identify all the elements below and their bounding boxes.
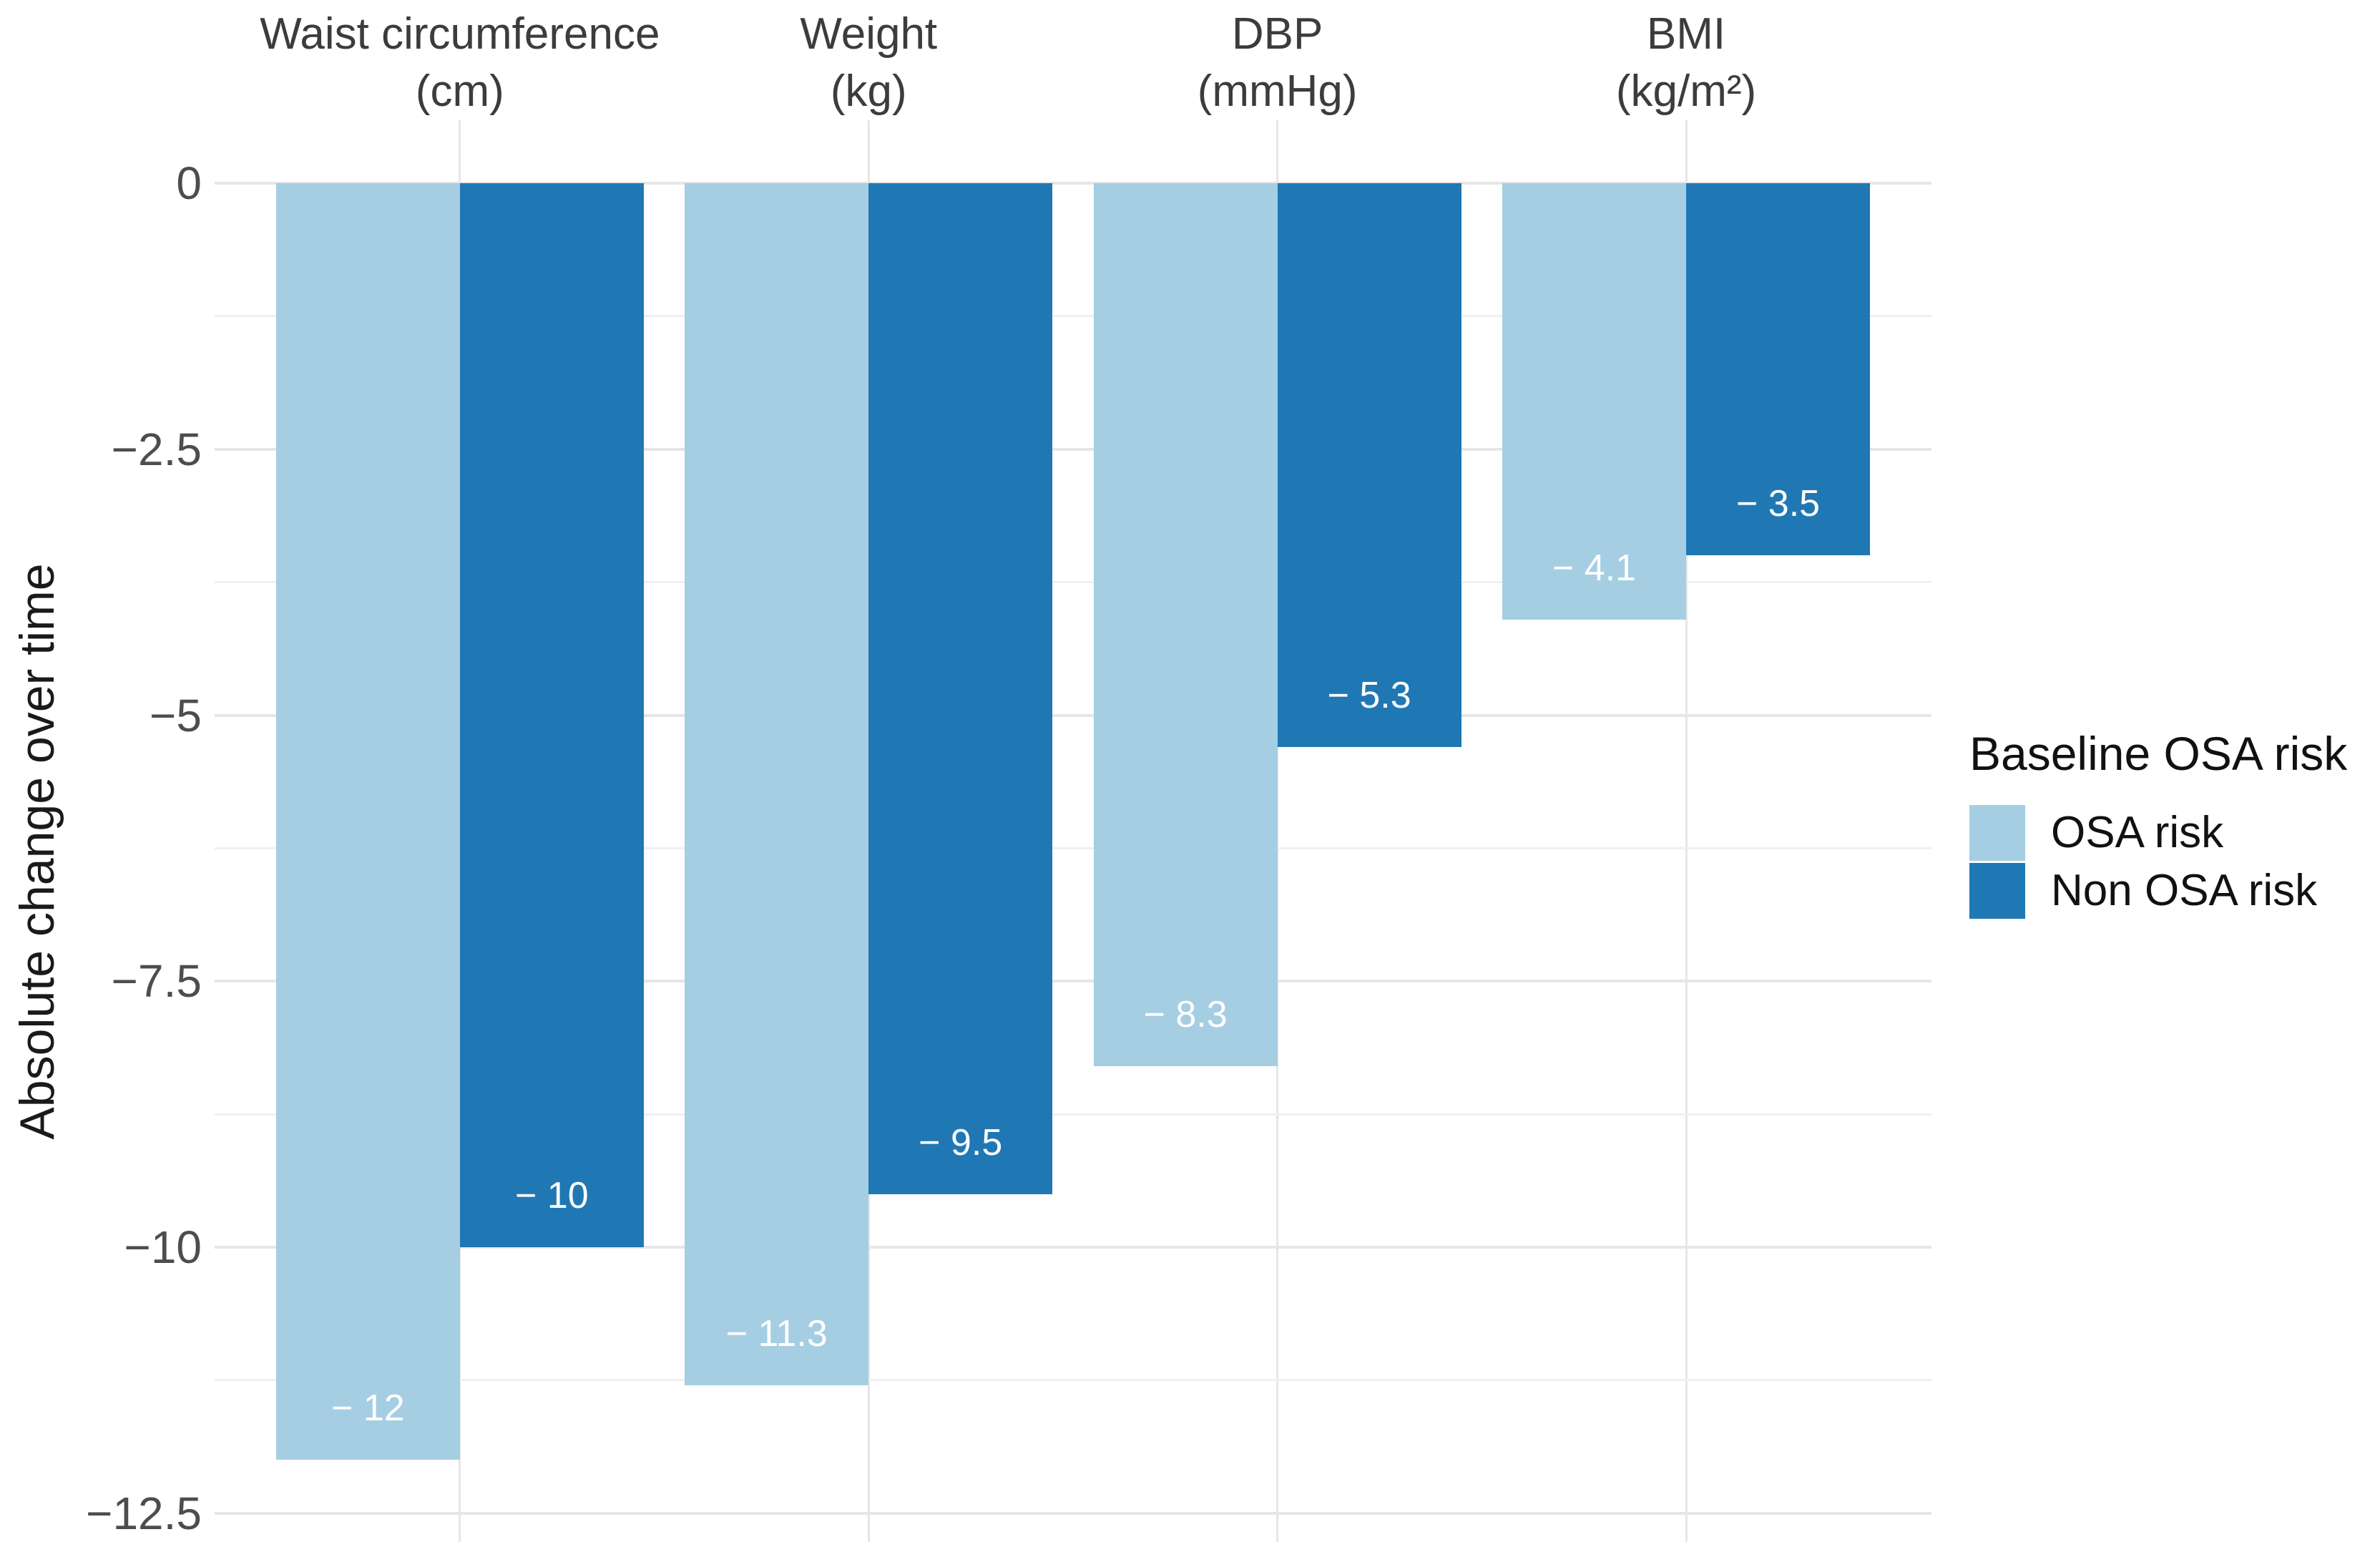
legend-item-label: OSA risk xyxy=(2051,808,2224,857)
category-unit: (mmHg) xyxy=(1197,67,1358,116)
major-gridline--12.5 xyxy=(215,1511,1931,1515)
major-gridline--5 xyxy=(215,713,1931,717)
legend-item-non-osa-risk: Non OSA risk xyxy=(1969,862,2347,919)
minor-gridline xyxy=(215,1113,1931,1116)
bar-weight-non-osa-risk xyxy=(868,183,1053,1194)
bar-bmi-non-osa-risk xyxy=(1686,183,1871,556)
category-name: DBP xyxy=(1231,9,1323,59)
major-gridline--2.5 xyxy=(215,447,1931,451)
bar-value-label-waist-circumference-non-osa-risk: − 10 xyxy=(515,1175,589,1216)
bar-bmi-osa-risk xyxy=(1502,183,1687,620)
bar-value-label-bmi-non-osa-risk: − 3.5 xyxy=(1735,483,1821,525)
bar-dbp-osa-risk xyxy=(1093,183,1278,1067)
vertical-gridline-dbp xyxy=(1276,120,1279,1542)
category-unit: (kg/m²) xyxy=(1615,67,1757,116)
major-gridline-0 xyxy=(215,182,1931,185)
y-tick-label-−5: −5 xyxy=(150,689,202,741)
bar-value-label-bmi-osa-risk: − 4.1 xyxy=(1552,547,1637,589)
bar-value-label-dbp-non-osa-risk: − 5.3 xyxy=(1327,675,1411,717)
legend-item-label: Non OSA risk xyxy=(2051,866,2318,915)
y-tick-label-0: 0 xyxy=(176,157,202,209)
minor-gridline xyxy=(215,846,1931,849)
bar-weight-osa-risk xyxy=(685,183,869,1386)
category-label-waist-circumference: Waist circumference (cm) xyxy=(188,6,732,120)
major-gridline--7.5 xyxy=(215,980,1931,983)
category-label-dbp: DBP (mmHg) xyxy=(1006,6,1549,120)
legend-swatch-osa-risk xyxy=(1969,804,2025,861)
category-name: Weight xyxy=(800,9,938,59)
category-label-weight: Weight (kg) xyxy=(597,6,1140,120)
category-unit: (cm) xyxy=(415,67,504,116)
category-name: BMI xyxy=(1646,9,1726,59)
y-tick-label-−7.5: −7.5 xyxy=(111,955,202,1007)
bar-dbp-non-osa-risk xyxy=(1277,183,1461,748)
bar-value-label-waist-circumference-osa-risk: − 12 xyxy=(331,1387,405,1430)
minor-gridline xyxy=(215,315,1931,318)
legend: Baseline OSA risk OSA risk Non OSA risk xyxy=(1969,725,2347,919)
y-tick-label-−2.5: −2.5 xyxy=(111,423,202,475)
category-label-bmi: BMI (kg/m²) xyxy=(1414,6,1958,120)
bar-value-label-dbp-osa-risk: − 8.3 xyxy=(1143,994,1228,1036)
bar-waist-circumference-non-osa-risk xyxy=(459,183,644,1247)
legend-items: OSA risk Non OSA risk xyxy=(1969,804,2347,919)
category-unit: (kg) xyxy=(830,67,907,116)
category-name: Waist circumference xyxy=(260,9,660,59)
legend-item-osa-risk: OSA risk xyxy=(1969,804,2347,862)
major-gridline--10 xyxy=(215,1246,1931,1249)
vertical-gridline-bmi xyxy=(1685,120,1688,1542)
minor-gridline xyxy=(215,1379,1931,1382)
bar-waist-circumference-osa-risk xyxy=(275,183,460,1460)
bar-value-label-weight-osa-risk: − 11.3 xyxy=(725,1313,828,1355)
legend-swatch-non-osa-risk xyxy=(1969,862,2025,919)
y-axis-title: Absolute change over time xyxy=(10,563,64,1140)
bar-value-label-weight-non-osa-risk: − 9.5 xyxy=(919,1121,1003,1163)
legend-title: Baseline OSA risk xyxy=(1969,727,2348,780)
y-tick-label-−12.5: −12.5 xyxy=(86,1487,202,1539)
minor-gridline xyxy=(215,581,1931,584)
y-tick-label-−10: −10 xyxy=(124,1221,202,1273)
